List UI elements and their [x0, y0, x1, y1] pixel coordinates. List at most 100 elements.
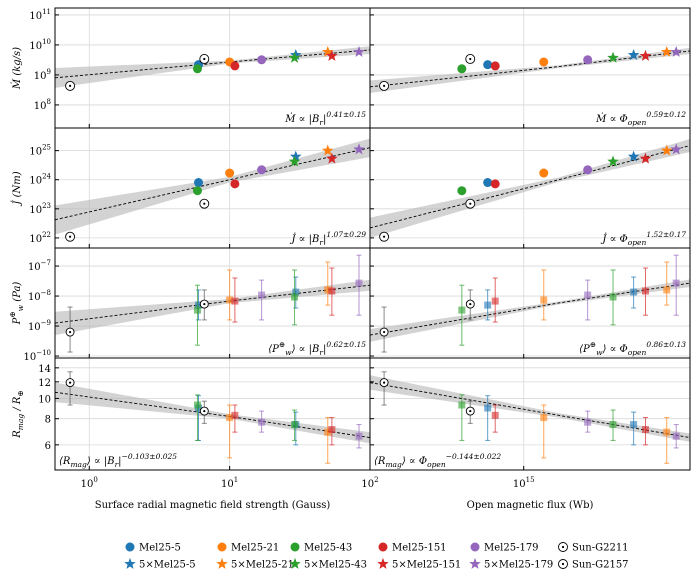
circle-marker [192, 64, 202, 74]
text-sub: ⊕ [16, 390, 25, 396]
y-axis-label: P⊕w (Pa) [8, 282, 25, 326]
annotation: J̇ ∝ Φopen1.52±0.17 [600, 230, 686, 247]
annotation: ⟨Rmag⟩ ∝ Φopen−0.144±0.022 [374, 452, 501, 469]
sun-marker [379, 231, 390, 242]
panel-frame [369, 247, 691, 359]
text-sub: r [319, 238, 323, 247]
legend-marker [558, 559, 568, 569]
plot-area [370, 248, 690, 358]
sun-marker [465, 198, 476, 209]
text-sup: 0.86±0.13 [646, 340, 686, 349]
text-sub: w [16, 304, 25, 311]
text-sup: 1.07±0.29 [326, 230, 366, 239]
y-axis-label: J̇ (Nm) [11, 171, 23, 206]
text-part: Ṁ ∝ Φ [595, 113, 628, 125]
legend-item: 5×Mel25-179 [469, 557, 553, 571]
circle-marker [193, 178, 203, 188]
fit-band [55, 279, 370, 336]
tick-base: 10 [29, 147, 42, 158]
square-marker [231, 297, 239, 305]
annotation: ⟨Rmag⟩ ∝ |Br|−0.103±0.025 [59, 452, 177, 469]
square-marker [540, 414, 548, 422]
square-marker [491, 297, 499, 305]
tick-base: 10 [29, 11, 42, 22]
y-tick-label: 10−10 [23, 349, 51, 363]
star-marker [607, 155, 619, 167]
text-part: | [323, 234, 326, 245]
y-tick-label: 108 [34, 98, 51, 112]
text-sub: mag [70, 460, 87, 469]
text-sub: open [628, 238, 647, 247]
sun-dot [203, 409, 206, 413]
sun-marker [379, 378, 389, 388]
legend-label: Mel25-5 [139, 543, 181, 554]
legend-marker [217, 542, 227, 552]
star-marker [321, 45, 334, 57]
star-marker [607, 51, 619, 63]
legend-item: Sun-G2157 [558, 559, 629, 571]
legend-marker [378, 542, 388, 552]
legend-marker [290, 542, 300, 552]
tick-exponent: 11 [42, 8, 51, 16]
panel: 10−1010−910−810−7⟨P⊕w⟩ ∝ |Br|0.62±0.15P⊕… [8, 247, 371, 363]
sun-dot [68, 84, 72, 88]
square-marker [226, 296, 234, 304]
circle-marker [539, 168, 549, 178]
square-marker [291, 293, 299, 301]
square-marker [328, 287, 336, 295]
legend-label: 5×Mel25-43 [304, 560, 367, 571]
tick-exponent: 22 [42, 231, 51, 239]
star-marker [326, 49, 338, 61]
fit-band [55, 382, 370, 444]
error-bar [259, 279, 265, 321]
star-marker [639, 49, 652, 61]
legend-label: Mel25-151 [392, 543, 447, 554]
sun-dot [382, 84, 386, 88]
error-bar [227, 269, 233, 321]
tick-base: 10 [29, 41, 42, 52]
annotation: Ṁ ∝ |Br|0.41±0.15 [284, 110, 366, 127]
square-marker [672, 432, 680, 440]
circle-marker [583, 165, 593, 175]
text-part: R [12, 430, 23, 439]
text-sup: 0.41±0.15 [326, 110, 366, 119]
y-tick-label: 8 [45, 415, 51, 426]
panel: ⟨P⊕w⟩ ∝ Φopen0.86±0.13 [369, 247, 691, 359]
fit-band [370, 47, 690, 93]
text-part: / R [12, 396, 23, 414]
legend-label: 5×Mel25-21 [231, 560, 294, 571]
square-marker [663, 428, 671, 436]
text-sup: 0.62±0.15 [326, 340, 366, 349]
annotation: Ṁ ∝ Φopen0.59±0.12 [595, 110, 686, 127]
error-bar [485, 395, 491, 441]
error-bar [541, 269, 547, 321]
star-marker [670, 45, 682, 57]
star-marker [660, 45, 673, 57]
text-sub: r [115, 460, 119, 469]
square-marker [193, 306, 201, 314]
square-marker [672, 279, 680, 287]
fit-line [55, 147, 370, 221]
plot-area [370, 358, 690, 470]
x-tick-label: 102 [361, 476, 378, 490]
text-part: ⟨P [579, 344, 590, 355]
circle-marker [257, 165, 267, 175]
text-sup: ⊕ [590, 340, 596, 349]
text-sub: mag [16, 414, 25, 431]
text-part: ⟨P [268, 344, 279, 355]
y-tick-label: 109 [34, 68, 51, 82]
square-marker [231, 411, 239, 419]
star-marker [290, 48, 302, 60]
text-part: Ṁ (kg/s) [11, 47, 23, 90]
sun-marker [199, 54, 210, 64]
text-part: P [12, 317, 23, 325]
legend-label: Sun-G2157 [572, 560, 629, 571]
circle-marker [490, 179, 500, 189]
sun-marker [465, 406, 475, 416]
text-sub: w [285, 348, 292, 357]
circle-marker [483, 60, 493, 70]
star-marker [326, 152, 338, 164]
tick-exponent: 15 [526, 476, 535, 484]
error-bar [541, 404, 547, 459]
sun-dot [469, 57, 472, 61]
